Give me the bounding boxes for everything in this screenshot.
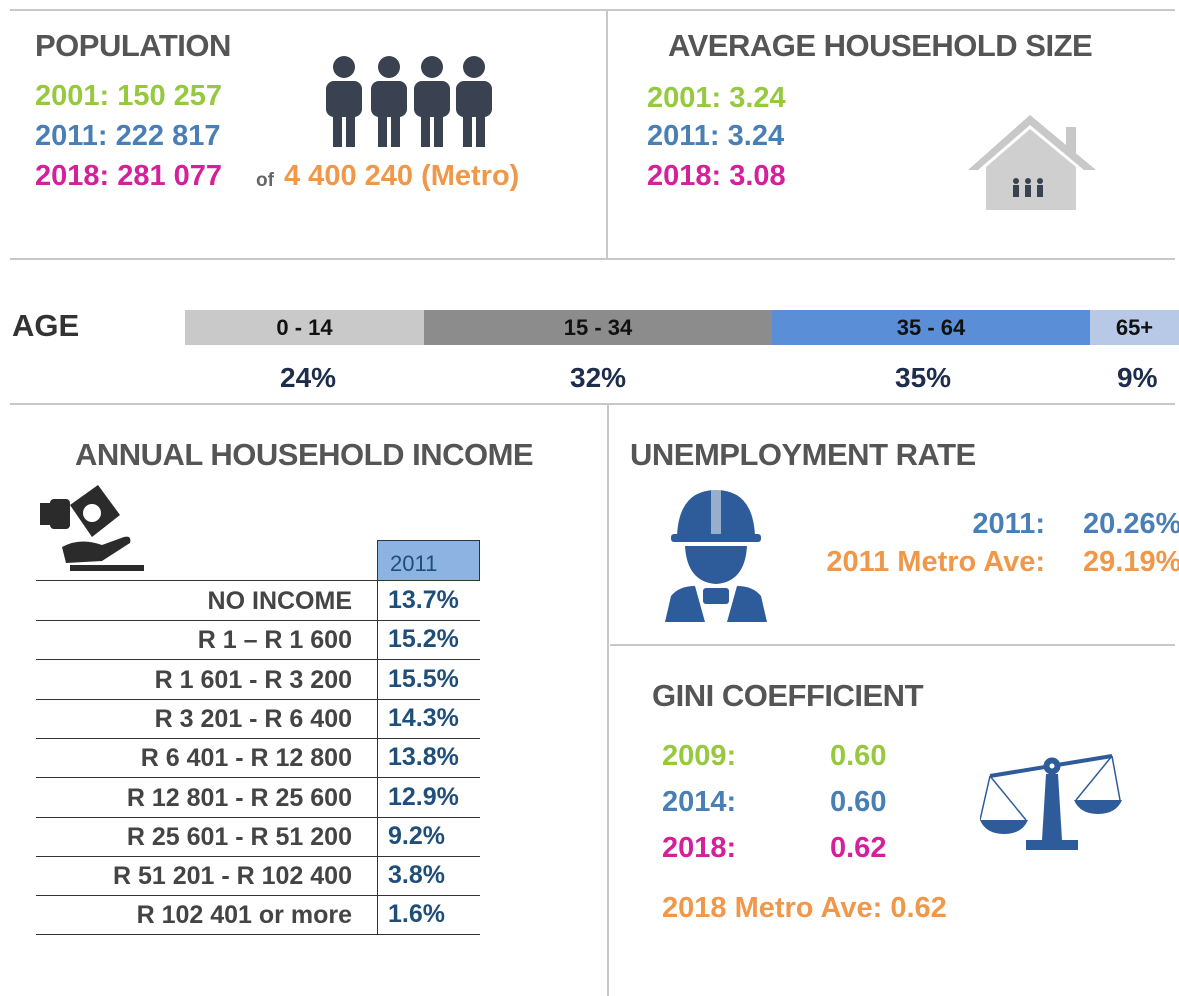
- income-row: R 12 801 - R 25 600 12.9%: [36, 777, 480, 818]
- age-percent: 32%: [570, 362, 627, 393]
- income-row: R 25 601 - R 51 200 9.2%: [36, 816, 480, 857]
- income-share: 1.6%: [377, 895, 480, 935]
- divider: [10, 9, 1175, 11]
- divider: [10, 258, 1175, 260]
- table-header: 2011: [377, 540, 480, 581]
- income-band: R 51 201 - R 102 400: [112, 862, 352, 891]
- income-share: 9.2%: [377, 816, 480, 856]
- metro-stat: 2018 Metro Ave: 0.62: [662, 892, 947, 924]
- divider: [607, 404, 609, 996]
- divider: [10, 403, 1175, 405]
- of-text: of: [256, 170, 274, 191]
- age-percent: 35%: [895, 362, 952, 393]
- stat: 2011: 3.24: [647, 120, 785, 152]
- section-title: POPULATION: [35, 28, 231, 63]
- income-band: R 25 601 - R 51 200: [126, 822, 352, 851]
- income-band: R 1 – R 1 600: [197, 626, 352, 655]
- house-icon: [968, 115, 1096, 210]
- income-row: NO INCOME 13.7%: [36, 581, 480, 621]
- income-band: R 12 801 - R 25 600: [126, 783, 352, 812]
- income-row: R 51 201 - R 102 400 3.8%: [36, 856, 480, 897]
- stat: 2001: 3.24: [647, 82, 786, 114]
- income-band: R 102 401 or more: [136, 901, 352, 930]
- income-row: R 3 201 - R 6 400 14.3%: [36, 698, 480, 739]
- money-icon: [40, 485, 144, 571]
- metro-stat: 4 400 240 (Metro): [284, 160, 520, 192]
- stat: 2011: 222 817: [35, 120, 221, 152]
- table-rule: [36, 580, 480, 581]
- stat: 2018: 281 077: [35, 160, 223, 192]
- income-row: R 1 – R 1 600 15.2%: [36, 620, 480, 661]
- income-band: R 3 201 - R 6 400: [154, 704, 352, 733]
- stat-label: 2009:: [662, 740, 737, 772]
- income-share: 15.2%: [377, 620, 480, 660]
- age-percent: 9%: [1117, 362, 1158, 393]
- stat: 2018: 3.08: [647, 160, 786, 192]
- age-segment: 35 - 64: [772, 310, 1090, 345]
- income-row: R 6 401 - R 12 800 13.8%: [36, 738, 480, 779]
- income-share: 13.8%: [377, 738, 480, 778]
- stat-value: 20.26%: [1083, 508, 1179, 540]
- scale-icon: [980, 754, 1122, 850]
- income-band: NO INCOME: [207, 587, 352, 615]
- stat-label: 2011 Metro Ave:: [826, 546, 1045, 578]
- stat-value: 29.19%: [1083, 546, 1179, 578]
- stat-value: 0.60: [830, 786, 887, 818]
- income-band: R 1 601 - R 3 200: [154, 665, 352, 694]
- age-segment: 15 - 34: [424, 310, 772, 345]
- stat: 2001: 150 257: [35, 80, 223, 112]
- stat-value: 0.60: [830, 740, 887, 772]
- worker-icon: [665, 490, 767, 622]
- section-title: UNEMPLOYMENT RATE: [630, 437, 976, 472]
- income-row: R 1 601 - R 3 200 15.5%: [36, 659, 480, 700]
- income-band: R 6 401 - R 12 800: [140, 744, 352, 773]
- section-title: AGE: [12, 308, 80, 343]
- people-icon: [326, 56, 492, 147]
- income-share: 12.9%: [377, 777, 480, 817]
- age-segment: 0 - 14: [185, 310, 424, 345]
- divider: [606, 10, 608, 259]
- stat-value: 0.62: [830, 832, 887, 864]
- income-share: 13.7%: [377, 581, 480, 620]
- divider: [610, 644, 1175, 646]
- stat-label: 2011:: [972, 508, 1045, 540]
- income-share: 15.5%: [377, 659, 480, 699]
- age-percent: 24%: [280, 362, 337, 393]
- section-title: GINI COEFFICIENT: [652, 678, 924, 713]
- stat-label: 2014:: [662, 786, 737, 818]
- section-title: AVERAGE HOUSEHOLD SIZE: [668, 28, 1093, 63]
- age-segment: 65+: [1090, 310, 1179, 345]
- stat-label: 2018:: [662, 832, 737, 864]
- section-title: ANNUAL HOUSEHOLD INCOME: [75, 437, 534, 472]
- income-share: 14.3%: [377, 698, 480, 738]
- income-row: R 102 401 or more 1.6%: [36, 895, 480, 936]
- income-share: 3.8%: [377, 856, 480, 896]
